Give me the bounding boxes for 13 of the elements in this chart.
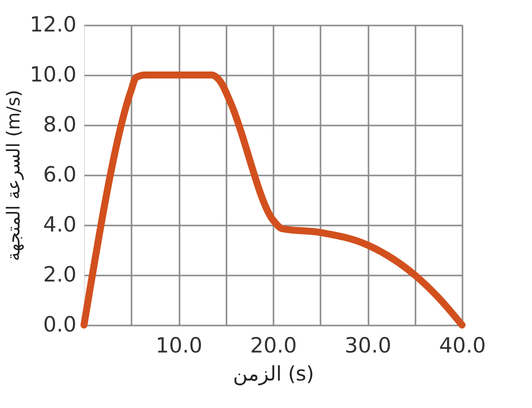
x-tick-label: 10.0	[156, 334, 202, 358]
x-tick-label: 40.0	[439, 334, 486, 358]
x-tick-label: 30.0	[344, 334, 392, 358]
x-axis-title: الزمن (s)	[232, 362, 314, 386]
y-tick-label: 2.0	[43, 262, 76, 286]
y-tick-label: 8.0	[43, 112, 76, 136]
y-tick-label: 4.0	[43, 212, 76, 236]
y-tick-label: 6.0	[43, 162, 76, 186]
y-tick-label: 0.0	[43, 312, 76, 336]
y-tick-label: 12.0	[30, 12, 76, 36]
x-tick-label: 20.0	[250, 334, 297, 358]
y-axis-title: السرعة المتجهة (m/s)	[4, 90, 25, 262]
y-tick-label: 10.0	[30, 62, 76, 86]
